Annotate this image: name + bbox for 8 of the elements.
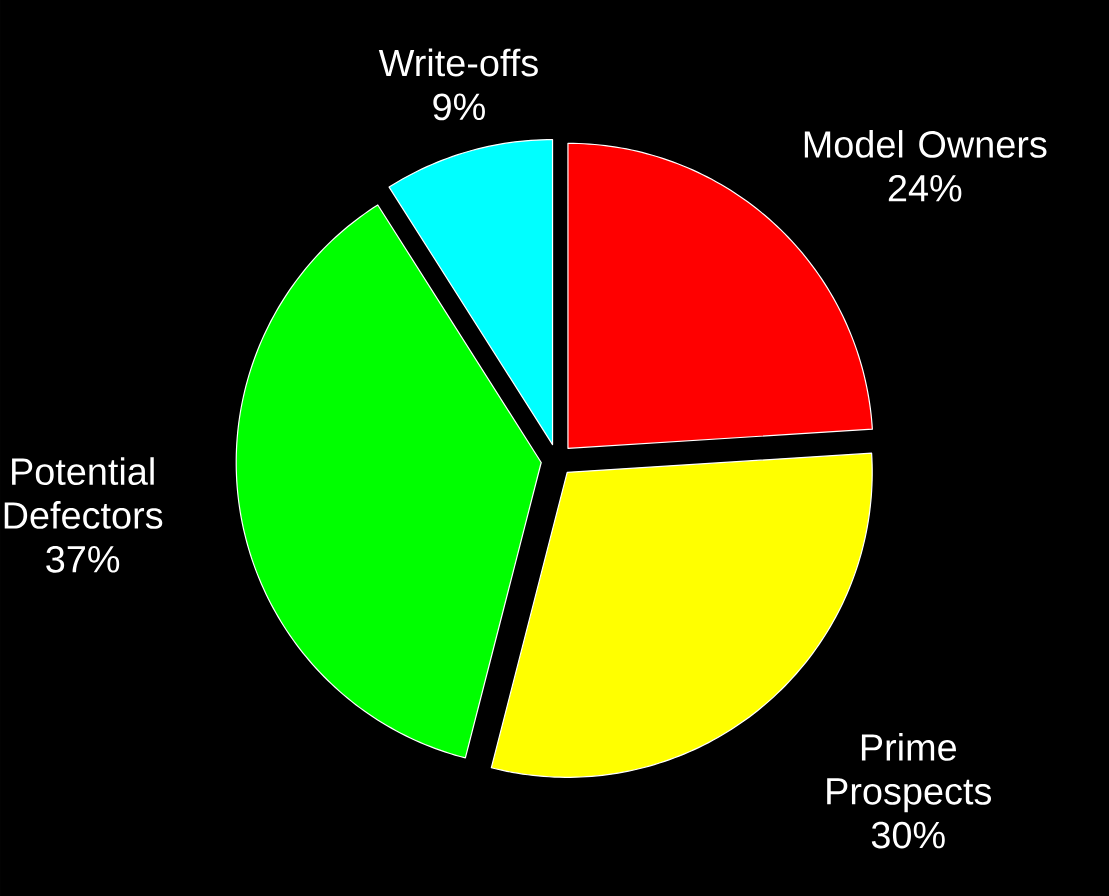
data-label: 30% [871,821,945,849]
data-label: 37% [46,545,120,573]
slice-label: Prime Prospects [827,733,992,813]
slice-label: Potential Defectors [4,457,163,529]
slice-label: Write-offs [378,48,538,77]
data-label: 9% [433,93,485,121]
data-label: 24% [888,174,962,202]
slice-label: Model Owners [804,130,1047,158]
